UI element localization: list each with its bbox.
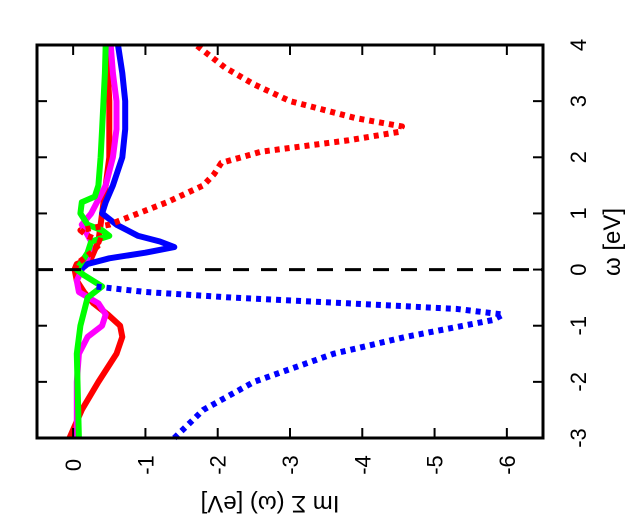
x-axis-label: ω [eV]: [599, 208, 626, 276]
series-line-4: [73, 44, 113, 439]
x-tick-label: -1: [566, 316, 591, 336]
x-tick-label: 3: [566, 95, 591, 107]
y-tick-label: -1: [133, 455, 158, 475]
tick-layer: -3 -2 -1 0 1 2 3 4 0 -1 -2 -3 -4 -5 -6: [37, 39, 591, 475]
series-line-3: [78, 44, 178, 272]
y-tick-label: -5: [423, 455, 448, 475]
x-tick-label: 0: [566, 263, 591, 275]
x-tick-label: -3: [566, 428, 591, 448]
x-tick-label: 1: [566, 207, 591, 219]
y-tick-label: -2: [206, 455, 231, 475]
x-tick-label: 2: [566, 151, 591, 163]
x-tick-label: 4: [566, 39, 591, 51]
y-tick-label: -6: [495, 455, 520, 475]
x-tick-label: -2: [566, 372, 591, 392]
y-tick-label: -4: [350, 455, 375, 475]
y-tick-label: 0: [61, 459, 86, 471]
y-axis-label: Im Σ (ω) [eV]: [201, 490, 340, 517]
y-tick-label: -3: [278, 455, 303, 475]
